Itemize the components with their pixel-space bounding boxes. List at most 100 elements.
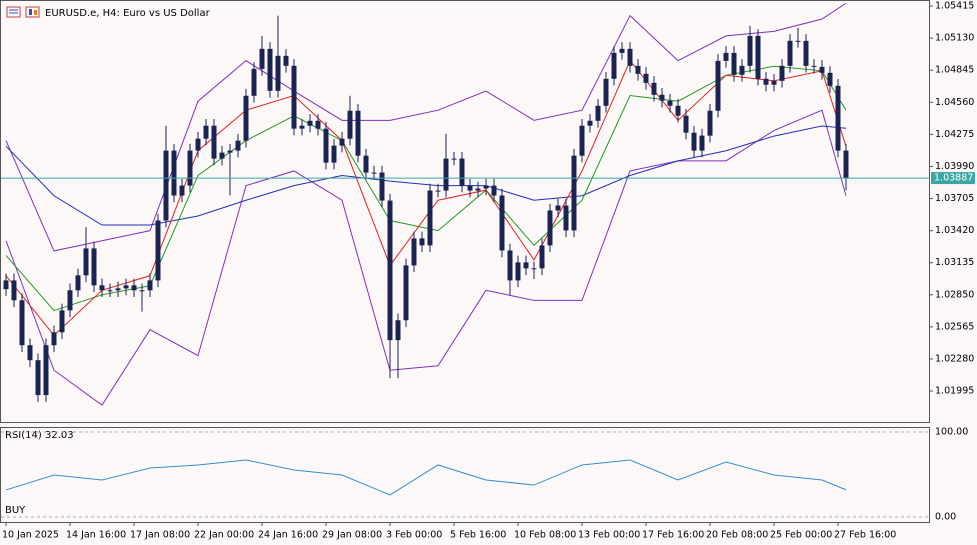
candle-body (251, 68, 257, 96)
x-tick-label: 13 Feb 00:00 (578, 530, 640, 541)
y-tick-label: 1.02280 (935, 353, 974, 364)
candle-body (387, 200, 393, 341)
candle-body (91, 248, 97, 286)
last-price-box (931, 172, 975, 185)
icon (29, 9, 32, 15)
candle-body (595, 105, 601, 121)
y-tick-label: 1.05415 (935, 1, 974, 12)
candle-body (755, 35, 761, 79)
chart-title: EURUSD.e, H4: Euro vs US Dollar (45, 8, 211, 19)
candle-body (787, 40, 793, 66)
y-tick-label: 1.04275 (935, 129, 974, 140)
candle-body (747, 35, 753, 66)
candle-body (723, 52, 729, 61)
candle-body (619, 48, 625, 53)
candle-body (443, 158, 449, 191)
x-tick-label: 5 Feb 16:00 (450, 530, 506, 541)
rsi-line (5, 459, 847, 496)
header-icons (6, 6, 40, 18)
icon (25, 6, 40, 18)
candle-body (187, 150, 193, 186)
candle-body (219, 152, 225, 159)
candle-body (235, 140, 241, 151)
candle-body (35, 360, 41, 396)
indicator-line (5, 109, 847, 406)
candle-body (19, 300, 25, 346)
candle-body (171, 150, 177, 196)
x-tick-label: 10 Jan 2025 (2, 530, 59, 541)
candle-body (835, 85, 841, 151)
y-tick-label: 100.00 (935, 426, 968, 437)
candle-body (139, 290, 145, 292)
candle-body (259, 48, 265, 69)
candle-body (691, 132, 697, 151)
candle-body (771, 80, 777, 85)
candle-body (83, 248, 89, 276)
candle-body (43, 345, 49, 396)
rsi-panel (0, 427, 930, 523)
candle-body (3, 280, 9, 290)
candle-body (371, 172, 377, 174)
y-tick-label: 1.01995 (935, 386, 974, 397)
candle-body (731, 52, 737, 75)
x-tick-label: 14 Jan 16:00 (66, 530, 126, 541)
candle-body (651, 82, 657, 95)
last-price-label: 1.03887 (934, 173, 973, 184)
candle-body (419, 238, 425, 246)
indicator-line (5, 2, 847, 252)
candle-body (75, 275, 81, 291)
candle-body (843, 150, 849, 179)
candle-body (211, 125, 217, 159)
candle-body (363, 155, 369, 173)
candle-body (427, 190, 433, 246)
candle-body (611, 52, 617, 79)
candle-body (459, 158, 465, 186)
candle-body (675, 105, 681, 116)
candle-body (555, 205, 561, 211)
candle-body (627, 48, 633, 66)
candle-body (435, 190, 441, 192)
candle-body (315, 120, 321, 129)
y-tick-label: 1.02565 (935, 321, 974, 332)
candle-body (523, 262, 529, 269)
candle-body (323, 128, 329, 163)
candle-body (339, 138, 345, 146)
x-tick-label: 20 Feb 08:00 (706, 530, 768, 541)
candle-body (491, 185, 497, 196)
candle-body (715, 60, 721, 111)
candle-body (203, 125, 209, 139)
candle-body (67, 290, 73, 311)
candle-body (307, 120, 313, 126)
icon (6, 6, 21, 18)
x-tick-label: 17 Feb 16:00 (642, 530, 704, 541)
y-tick-label: 1.02850 (935, 289, 974, 300)
candle-body (51, 332, 57, 346)
candle-body (163, 150, 169, 221)
candle-body (299, 125, 305, 129)
y-tick-label: 1.03990 (935, 161, 974, 172)
candle-body (739, 65, 745, 75)
candle-body (451, 158, 457, 160)
candle-body (579, 125, 585, 156)
x-tick-label: 27 Feb 16:00 (834, 530, 896, 541)
candle-body (507, 250, 513, 281)
candle-body (819, 66, 825, 73)
candle-body (195, 138, 201, 151)
candle-body (539, 245, 545, 269)
candle-body (115, 288, 121, 291)
candle-body (587, 120, 593, 126)
candle-body (827, 72, 833, 86)
candle-body (179, 185, 185, 196)
y-tick-label: 1.03705 (935, 193, 974, 204)
y-tick-label: 1.04560 (935, 97, 974, 108)
candle-body (347, 110, 353, 139)
candle-body (123, 285, 129, 289)
y-tick-label: 1.03135 (935, 257, 974, 268)
x-tick-label: 22 Jan 00:00 (194, 530, 254, 541)
y-tick-label: 1.04845 (935, 65, 974, 76)
y-tick-label: 1.05130 (935, 33, 974, 44)
x-tick-label: 24 Jan 16:00 (258, 530, 318, 541)
candle-body (811, 65, 817, 67)
candle-body (331, 145, 337, 163)
